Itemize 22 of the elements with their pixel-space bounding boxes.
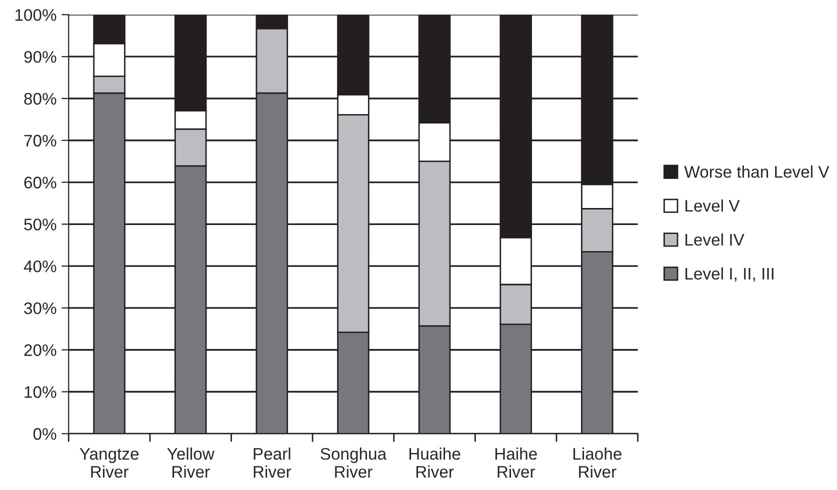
y-tick-label: 60% — [24, 176, 56, 188]
legend-label: Level IV — [686, 233, 744, 246]
y-tick-label: 100% — [15, 9, 56, 21]
x-tick-label: Yangtze River — [80, 448, 139, 478]
x-tick-label: Liaohe River — [573, 448, 622, 478]
y-tick-label: 40% — [24, 260, 56, 272]
x-tick-label: Haihe River — [495, 448, 537, 478]
y-tick-label: 70% — [24, 134, 56, 147]
x-tick-label: Yellow River — [167, 448, 214, 478]
x-tick-label: Pearl River — [254, 448, 292, 478]
y-tick-label: 10% — [24, 386, 56, 398]
y-tick-label: 30% — [24, 302, 56, 314]
legend-label: Level V — [686, 199, 740, 212]
y-tick-label: 80% — [24, 92, 56, 105]
y-tick-label: 0% — [33, 428, 56, 440]
y-tick-label: 50% — [24, 218, 56, 230]
x-tick-label: Huaihe River — [409, 448, 460, 478]
y-tick-label: 20% — [24, 344, 56, 356]
y-tick-label: 90% — [24, 50, 56, 63]
legend-label: Level I, II, III — [686, 267, 774, 282]
x-tick-label: Songhua River — [320, 448, 387, 478]
legend-label: Worse than Level V — [684, 166, 830, 178]
